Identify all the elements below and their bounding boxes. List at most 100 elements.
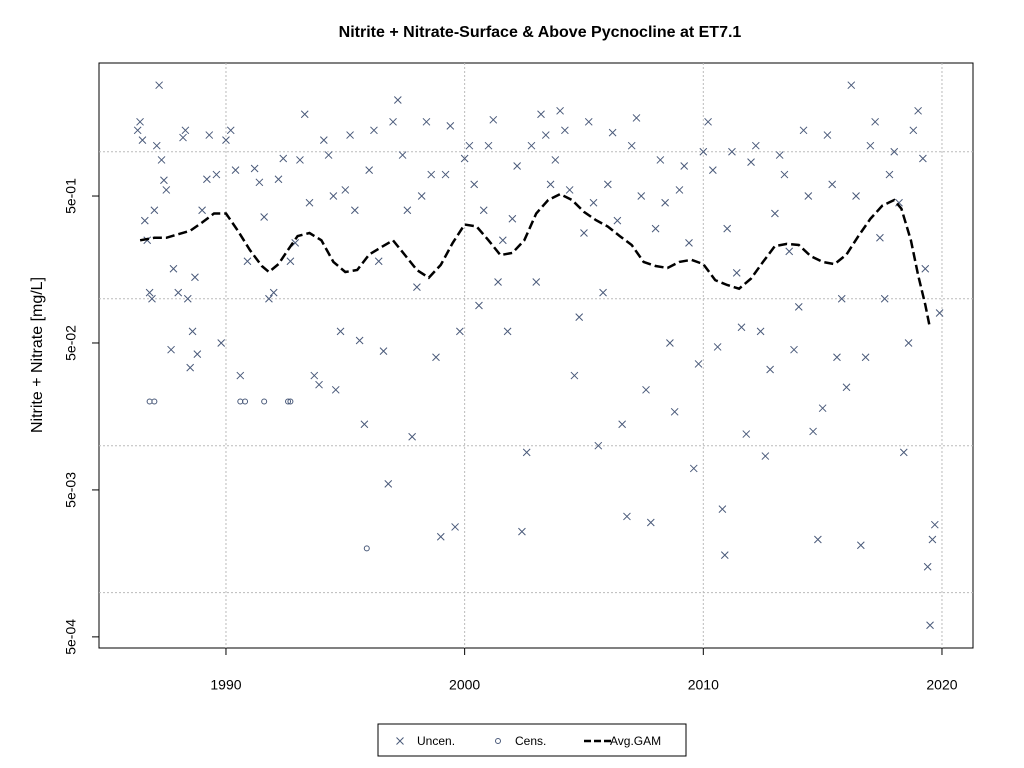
data-point: [689, 464, 698, 473]
data-point: [370, 126, 378, 135]
data-point: [456, 327, 464, 336]
data-point: [589, 198, 598, 207]
data-point: [310, 371, 319, 380]
data-point: [222, 136, 230, 145]
data-point: [489, 115, 498, 124]
x-tick-label: 2000: [449, 677, 480, 693]
data-point: [255, 178, 264, 187]
data-point: [899, 448, 908, 457]
data-point: [921, 264, 930, 273]
data-point: [771, 209, 779, 218]
data-point: [331, 385, 340, 394]
data-point: [790, 345, 798, 354]
data-point: [728, 147, 736, 156]
data-point: [780, 170, 789, 179]
data-point: [890, 147, 899, 156]
data-point: [152, 141, 161, 150]
data-point: [895, 198, 903, 207]
data-point: [814, 535, 822, 544]
y-axis-label: Nitrite + Nitrate [mg/L]: [29, 277, 46, 433]
data-point: [324, 151, 333, 159]
data-point: [766, 365, 774, 374]
data-point: [761, 452, 770, 460]
gam-line: [139, 192, 932, 329]
data-point: [236, 371, 245, 380]
data-point: [279, 154, 288, 163]
data-point: [300, 110, 309, 119]
chart-title: Nitrite + Nitrate-Surface & Above Pycnoc…: [339, 24, 742, 41]
legend-label: Avg.GAM: [610, 734, 661, 748]
data-point: [205, 131, 214, 139]
data-point: [930, 520, 939, 529]
data-point: [532, 278, 541, 286]
data-point: [494, 278, 502, 286]
data-point: [374, 257, 383, 266]
data-point: [584, 117, 593, 126]
data-point: [475, 301, 483, 310]
data-point: [408, 432, 416, 441]
data-point: [656, 156, 665, 164]
data-point: [718, 505, 727, 513]
data-point: [541, 131, 550, 139]
data-point: [389, 117, 397, 126]
data-point: [823, 131, 832, 139]
y-tick-label: 5e-01: [63, 178, 79, 214]
data-point: [393, 96, 402, 104]
data-point: [350, 206, 359, 215]
data-point: [866, 141, 875, 150]
data-point: [618, 420, 627, 429]
data-point: [446, 122, 455, 130]
data-point: [513, 162, 521, 170]
data-point: [151, 398, 158, 405]
data-point: [329, 192, 338, 200]
x-tick-label: 2020: [926, 677, 957, 693]
data-point: [804, 192, 813, 200]
data-point: [508, 214, 517, 223]
data-point: [188, 327, 197, 336]
data-point: [818, 404, 827, 413]
data-point: [919, 154, 927, 163]
data-point: [146, 398, 153, 405]
data-point: [319, 136, 328, 145]
data-point: [155, 81, 163, 90]
data-point: [243, 257, 252, 266]
data-point: [203, 175, 211, 184]
data-point: [432, 353, 440, 362]
data-point: [861, 353, 870, 362]
data-point: [909, 126, 918, 135]
data-point: [150, 206, 159, 215]
data-point: [847, 81, 856, 90]
data-point: [160, 176, 168, 185]
data-point: [623, 512, 631, 521]
data-point: [398, 151, 407, 159]
data-point: [785, 247, 794, 256]
data-point: [217, 339, 226, 347]
data-point: [914, 106, 922, 115]
data-point: [336, 327, 345, 336]
data-point: [286, 257, 295, 266]
data-point: [226, 126, 235, 135]
data-point: [556, 106, 564, 115]
data-point: [685, 239, 693, 247]
data-point: [179, 133, 187, 142]
data-point: [212, 170, 221, 179]
data-point: [713, 343, 722, 351]
data-point: [756, 327, 765, 336]
data-point: [551, 156, 560, 164]
data-point: [876, 233, 884, 242]
data-point: [856, 541, 865, 550]
data-point: [503, 327, 512, 336]
data-point: [522, 448, 531, 457]
data-point: [699, 147, 708, 156]
data-point: [341, 186, 350, 194]
data-point: [403, 206, 412, 215]
data-point: [704, 117, 712, 126]
data-point: [737, 323, 746, 332]
data-point: [570, 371, 579, 380]
plot-frame: [98, 62, 974, 649]
data-point: [928, 535, 937, 544]
data-point: [287, 398, 294, 405]
data-point: [627, 141, 636, 150]
data-point: [269, 288, 278, 297]
data-point: [169, 264, 178, 273]
